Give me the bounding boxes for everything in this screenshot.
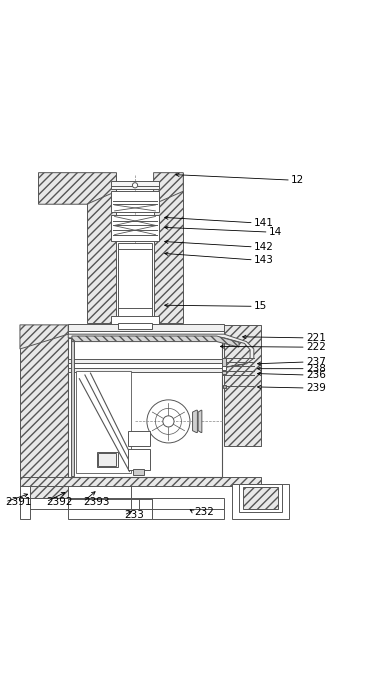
- Polygon shape: [154, 172, 183, 323]
- Polygon shape: [20, 477, 261, 487]
- Text: 12: 12: [291, 175, 304, 185]
- Bar: [71, 339, 74, 476]
- Bar: [76, 371, 131, 473]
- Bar: [20, 487, 30, 498]
- Bar: [68, 498, 152, 510]
- Bar: [239, 484, 282, 512]
- Bar: [68, 509, 152, 519]
- Polygon shape: [20, 325, 68, 349]
- Bar: [128, 450, 150, 470]
- Text: 14: 14: [269, 227, 282, 237]
- Text: 236: 236: [306, 370, 326, 380]
- Bar: [152, 498, 224, 510]
- Text: 142: 142: [254, 242, 274, 252]
- Text: 221: 221: [306, 333, 326, 343]
- Bar: [111, 214, 159, 242]
- Bar: [243, 487, 278, 510]
- Bar: [20, 498, 68, 510]
- Bar: [152, 509, 224, 519]
- Polygon shape: [72, 336, 239, 347]
- Text: 237: 237: [306, 357, 326, 367]
- Bar: [118, 323, 152, 329]
- Polygon shape: [154, 172, 183, 205]
- Bar: [111, 191, 159, 211]
- Polygon shape: [193, 410, 197, 433]
- Bar: [222, 371, 226, 374]
- Text: 141: 141: [254, 218, 274, 228]
- Text: 2391: 2391: [5, 497, 31, 507]
- Bar: [68, 325, 224, 331]
- Polygon shape: [68, 334, 254, 371]
- Text: 143: 143: [254, 255, 274, 265]
- Text: 239: 239: [306, 383, 326, 393]
- Text: 238: 238: [306, 364, 326, 373]
- Text: 2393: 2393: [83, 497, 110, 507]
- Polygon shape: [87, 172, 116, 323]
- Bar: [20, 487, 68, 498]
- Circle shape: [132, 183, 138, 188]
- Text: 222: 222: [306, 342, 326, 352]
- Circle shape: [147, 400, 190, 443]
- Bar: [68, 359, 222, 363]
- Bar: [68, 338, 222, 477]
- Bar: [222, 357, 226, 366]
- Polygon shape: [198, 410, 202, 433]
- Polygon shape: [39, 172, 116, 205]
- Text: 232: 232: [194, 507, 214, 517]
- Circle shape: [163, 416, 174, 427]
- Text: 233: 233: [124, 510, 144, 520]
- Bar: [20, 497, 30, 519]
- Bar: [68, 363, 222, 368]
- Bar: [68, 368, 222, 372]
- Bar: [222, 366, 226, 370]
- Text: 15: 15: [254, 302, 267, 311]
- Bar: [98, 453, 116, 466]
- Bar: [232, 484, 289, 519]
- Bar: [111, 315, 159, 324]
- Bar: [223, 385, 226, 388]
- Text: 2392: 2392: [46, 497, 73, 507]
- Polygon shape: [20, 325, 68, 487]
- Polygon shape: [224, 325, 261, 445]
- Bar: [111, 181, 159, 189]
- Bar: [133, 468, 144, 475]
- Bar: [118, 243, 152, 318]
- Bar: [128, 431, 150, 445]
- Bar: [97, 452, 117, 467]
